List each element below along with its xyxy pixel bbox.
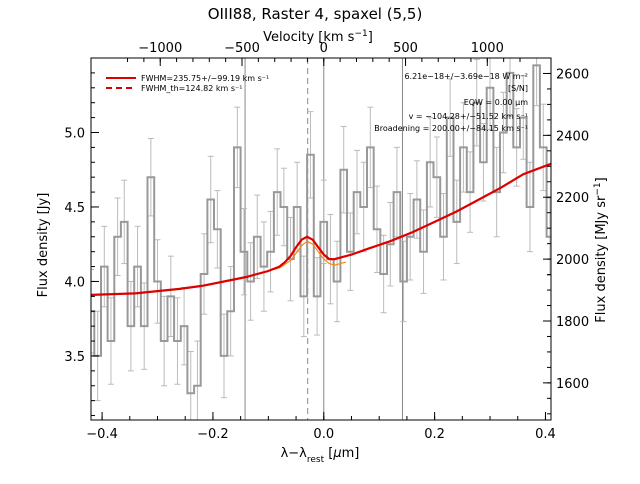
y-tick-label-right: 2600 [556,67,589,82]
fit-annotation: Broadening = 200.00+/−84.15 km s⁻¹ [374,124,528,133]
x-tick-label: 0.0 [313,427,334,442]
plot-frame [90,57,552,421]
y-tick-label-right: 1800 [556,315,589,330]
y-tick-label-left: 3.5 [64,350,85,365]
fit-annotation: EQW = 0.00 μm [464,98,528,107]
x-tick-label: −0.4 [86,427,118,442]
plot-area: −0.4 −0.2 0.0 0.2 0.4 −1000 −500 0 500 1000 3.5 4.0… [64,41,589,442]
velocity-axis-label: Velocity [km s−1] [263,29,373,45]
chart-title: OIII88, Raster 4, spaxel (5,5) [208,5,423,23]
velocity-tick-label: 1000 [471,41,504,56]
y-tick-label-left: 5.0 [64,126,85,141]
y-tick-label-right: 2400 [556,129,589,144]
velocity-tick-label: 500 [393,41,418,56]
fit-annotation: v = −104.28+/−51.52 km s⁻¹ [409,112,528,121]
y-tick-label-left: 4.5 [64,201,85,216]
plot-data-group [91,58,551,420]
y-axis-label-left: Flux density [Jy] [36,193,51,298]
y-tick-label-right: 2200 [556,191,589,206]
x-tick-label: 0.2 [424,427,445,442]
line-component-curve [268,240,347,272]
x-tick-label: −0.2 [197,427,229,442]
fit-annotation: 6.21e−18+/−3.69e−18 W m⁻² [404,72,528,81]
velocity-tick-label: −500 [224,41,260,56]
y-tick-label-right: 1600 [556,377,589,392]
y-axis-label-right: Flux density [MJy sr−1] [593,177,609,322]
fit-annotation: [S/N] [508,84,528,93]
spectrum-step-line [91,64,551,395]
x-tick-label: 0.4 [535,427,556,442]
legend-label: FWHM_th=124.82 km s⁻¹ [141,84,242,93]
y-tick-label-right: 2000 [556,253,589,268]
x-axis-label: λ−λrest [μm] [281,446,360,465]
total-fit-curve [91,162,551,296]
legend-label: FWHM=235.75+/−99.19 km s⁻¹ [141,74,269,83]
velocity-tick-label: 0 [320,41,328,56]
y-tick-label-left: 4.0 [64,275,85,290]
velocity-tick-label: −1000 [138,41,182,56]
